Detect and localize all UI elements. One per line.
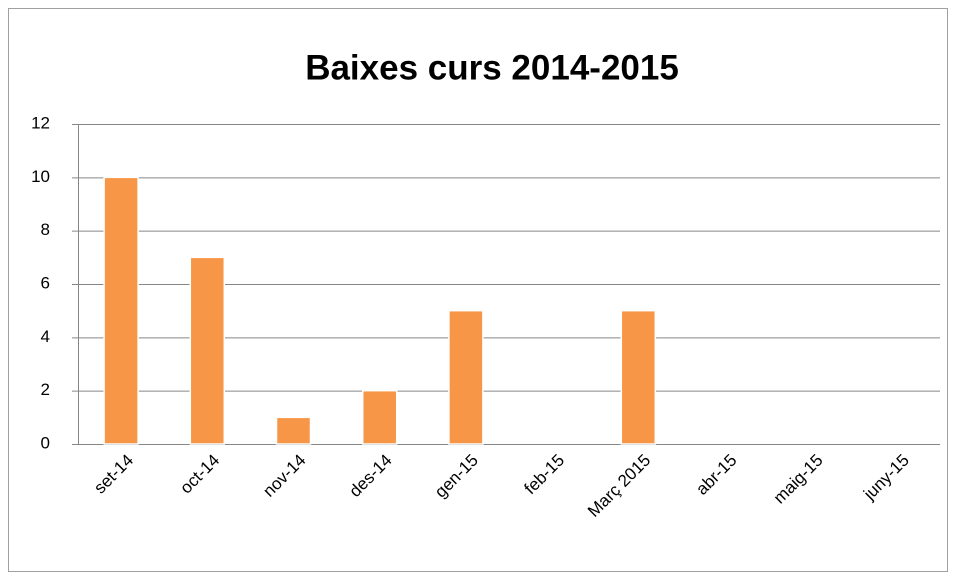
chart-title: Baixes curs 2014-2015	[305, 48, 679, 87]
y-tick-label: 0	[41, 433, 50, 452]
bar	[275, 416, 312, 445]
bar	[361, 389, 398, 445]
y-tick-label: 4	[41, 327, 50, 346]
bar	[620, 309, 657, 445]
y-tick-label: 8	[41, 220, 50, 239]
y-tick-label: 2	[41, 380, 50, 399]
bar	[448, 309, 484, 445]
y-tick-label: 10	[31, 167, 50, 186]
bar	[189, 256, 226, 445]
bar	[103, 176, 139, 445]
chart-frame	[8, 8, 948, 572]
y-tick-label: 6	[41, 273, 50, 292]
y-tick-label: 12	[31, 113, 50, 132]
